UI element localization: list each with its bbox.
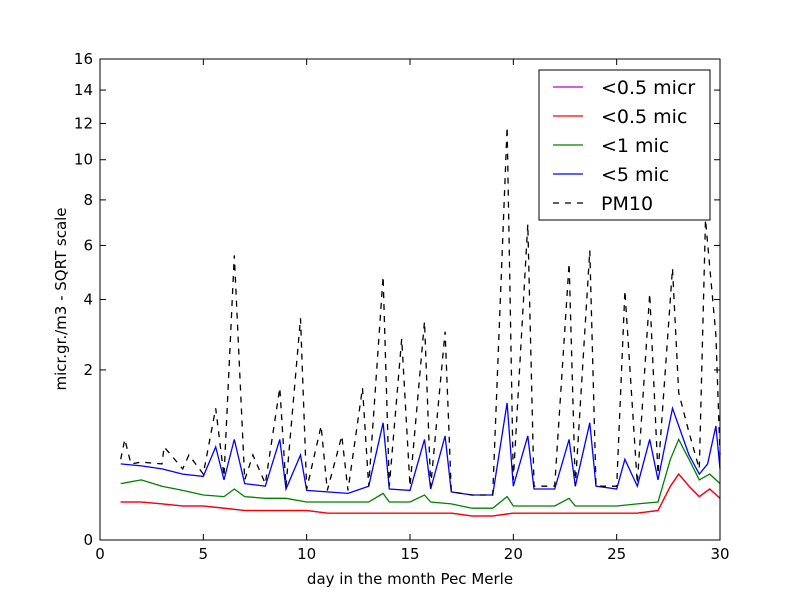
y-tick-label: 8 xyxy=(83,191,93,209)
y-tick-label: 6 xyxy=(83,236,93,254)
series-line-pm10 xyxy=(120,126,721,496)
y-tick-label: 0 xyxy=(83,531,93,549)
legend-label-lt-0-5-mic: <0.5 mic xyxy=(601,106,687,128)
x-tick-label: 15 xyxy=(400,545,419,563)
series-lines-layer xyxy=(120,126,721,517)
x-tick-label: 5 xyxy=(199,545,209,563)
y-tick-label: 4 xyxy=(83,291,93,309)
x-tick-label: 0 xyxy=(95,545,105,563)
y-tick-label: 2 xyxy=(83,361,93,379)
legend-label-lt-0-5-micr: <0.5 micr xyxy=(601,77,695,99)
x-tick-label: 10 xyxy=(297,545,316,563)
y-tick-label: 14 xyxy=(74,81,93,99)
x-tick-label: 30 xyxy=(710,545,729,563)
legend-label-pm10: PM10 xyxy=(601,193,653,215)
legend-label-lt-5-mic: <5 mic xyxy=(601,164,669,186)
series-line-lt-1-mic xyxy=(120,437,721,509)
y-tick-label: 16 xyxy=(74,50,93,68)
x-axis-label: day in the month Pec Merle xyxy=(307,570,513,588)
y-tick-label: 10 xyxy=(74,151,93,169)
series-line-lt-5-mic xyxy=(120,402,721,496)
legend-label-lt-1-mic: <1 mic xyxy=(601,135,669,157)
series-line-lt-0-5-mic xyxy=(120,473,721,517)
x-tick-label: 25 xyxy=(607,545,626,563)
legend: <0.5 micr <0.5 mic <1 mic <5 mic PM10 xyxy=(538,69,711,221)
y-axis-label: micr.gr./m3 - SQRT scale xyxy=(52,207,70,390)
x-tick-label: 20 xyxy=(504,545,523,563)
ticks-layer: 0 5 10 15 20 25 30 0 2 4 6 8 10 12 14 16 xyxy=(74,50,730,563)
y-tick-label: 12 xyxy=(74,114,93,132)
